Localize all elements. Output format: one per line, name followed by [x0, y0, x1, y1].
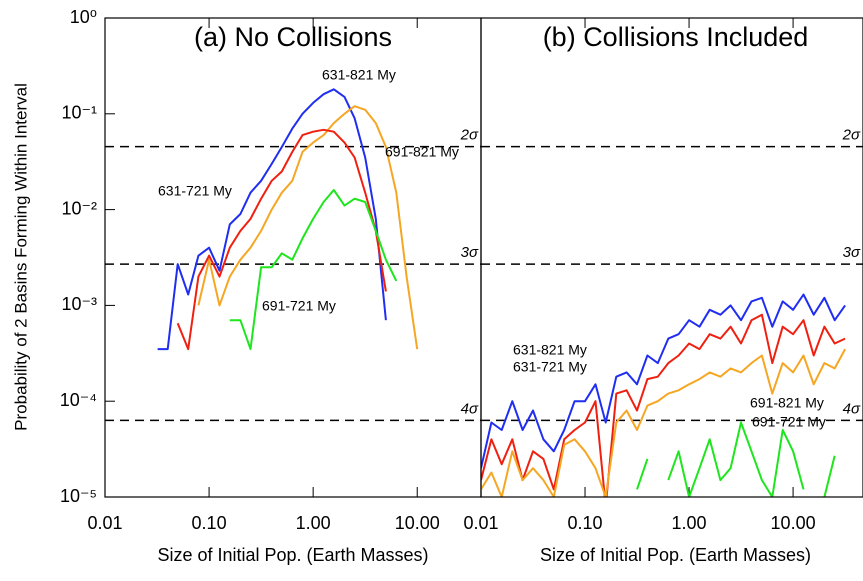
- series-label: 691-821 My: [750, 395, 824, 411]
- y-axis-label: Probability of 2 Basins Forming Within I…: [11, 83, 30, 431]
- series-line: [197, 105, 419, 350]
- series-line: [481, 293, 846, 469]
- series-line: [157, 88, 387, 351]
- reference-label: 2σ: [842, 127, 861, 144]
- plot-area: [157, 88, 419, 351]
- y-tick-label: 10⁻⁵: [60, 486, 97, 506]
- y-tick-label: 10⁰: [70, 7, 97, 27]
- series-line: [481, 348, 846, 497]
- series-line: [481, 313, 846, 497]
- x-tick-label: 0.10: [568, 513, 603, 533]
- x-axis-label: Size of Initial Pop. (Earth Masses): [540, 545, 811, 565]
- x-tick-label: 10.00: [771, 513, 816, 533]
- series-label: 691-821 My: [385, 144, 459, 160]
- series-label: 691-721 My: [262, 298, 336, 314]
- x-axis-label: Size of Initial Pop. (Earth Masses): [157, 545, 428, 565]
- reference-label: 4σ: [843, 400, 861, 417]
- y-tick-label: 10⁻²: [61, 198, 97, 218]
- chart-title: (a) No Collisions: [194, 22, 392, 52]
- reference-label: 3σ: [843, 244, 861, 261]
- reference-label: 4σ: [461, 400, 479, 417]
- series-label: 691-721 My: [752, 414, 826, 430]
- y-tick-label: 10⁻¹: [61, 103, 97, 123]
- x-tick-label: 10.00: [395, 513, 440, 533]
- x-tick-label: 0.01: [87, 513, 122, 533]
- reference-label: 2σ: [460, 127, 479, 144]
- series-line: [176, 128, 387, 351]
- plot-area: [481, 293, 846, 497]
- series-label: 631-721 My: [513, 359, 587, 375]
- y-tick-label: 10⁻⁴: [60, 390, 97, 410]
- series-line: [229, 189, 398, 351]
- x-tick-label: 0.10: [192, 513, 227, 533]
- x-tick-label: 0.01: [463, 513, 498, 533]
- chart-title: (b) Collisions Included: [543, 22, 809, 52]
- y-tick-label: 10⁻³: [61, 294, 97, 314]
- series-label: 631-721 My: [158, 183, 232, 199]
- x-tick-label: 1.00: [296, 513, 331, 533]
- reference-label: 3σ: [461, 244, 479, 261]
- series-label: 631-821 My: [513, 342, 587, 358]
- x-tick-label: 1.00: [672, 513, 707, 533]
- axes-frame: [480, 17, 863, 498]
- series-line: [636, 421, 836, 497]
- series-label: 631-821 My: [322, 67, 396, 83]
